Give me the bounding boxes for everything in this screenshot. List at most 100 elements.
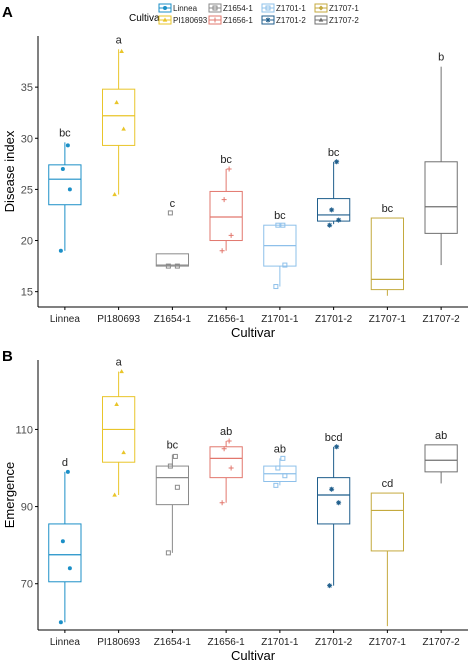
legend-key-pi180693 (158, 15, 172, 25)
data-point (67, 187, 72, 192)
data-point (112, 492, 117, 497)
legend-key-z1654-1 (208, 3, 222, 13)
box-z1707-1: bc (370, 203, 404, 296)
legend-key-marker (318, 5, 324, 11)
data-point (275, 465, 281, 471)
legend-key-linnea (158, 3, 172, 13)
box-body (48, 164, 82, 206)
panel-letter-a: A (2, 4, 13, 21)
data-point (273, 284, 279, 290)
box-body (102, 88, 136, 146)
significance-letter: ab (220, 426, 232, 438)
y-tick-label: 90 (21, 502, 33, 514)
data-point (282, 262, 288, 268)
data-point (119, 369, 124, 374)
box-z1654-1: bc (155, 440, 189, 556)
significance-letter: bcd (325, 432, 343, 444)
legend-key-marker (265, 17, 271, 23)
legend-key-marker (212, 17, 218, 23)
box-body (155, 465, 189, 506)
x-tick-label: Z1701-1 (261, 314, 299, 325)
data-point (121, 126, 126, 131)
legend-label-z1701-1: Z1701-1 (276, 4, 306, 13)
box-body (317, 477, 351, 525)
x-tick-label: Z1707-1 (369, 314, 407, 325)
data-point (165, 263, 171, 269)
x-tick-label: Z1654-1 (154, 637, 192, 648)
y-tick-label: 35 (21, 82, 33, 94)
y-tick-label: 20 (21, 236, 33, 248)
legend-label-linnea: Linnea (173, 4, 198, 13)
x-tick-label: Z1707-2 (423, 314, 461, 325)
box-pi180693: a (102, 357, 136, 497)
data-point (114, 99, 119, 105)
box-body (424, 444, 458, 473)
box-body (209, 446, 243, 479)
data-point (112, 192, 117, 197)
significance-letter: ab (274, 443, 286, 455)
data-point (67, 566, 72, 571)
box-body (209, 190, 243, 242)
legend-key-marker (318, 17, 324, 22)
box-z1656-1: bc (209, 154, 243, 254)
data-point (275, 222, 281, 228)
data-point (167, 210, 173, 216)
legend-key-z1701-2 (261, 15, 275, 25)
data-point (327, 222, 333, 228)
box-z1707-2: ab (424, 430, 458, 484)
significance-letter: a (116, 34, 123, 46)
data-point (329, 486, 335, 492)
data-point (228, 465, 234, 471)
box-z1654-1: c (155, 198, 189, 269)
legend-label-z1707-2: Z1707-2 (329, 16, 359, 25)
data-point (58, 620, 63, 625)
data-point (60, 539, 65, 544)
significance-letter: c (170, 198, 176, 210)
data-point (226, 166, 232, 172)
data-point (280, 222, 286, 228)
box-body (424, 161, 458, 234)
box-linnea: d (48, 457, 82, 625)
x-axis-title: Cultivar (231, 648, 276, 663)
data-point (121, 450, 126, 455)
significance-letter: a (116, 357, 123, 369)
y-axis-title: Emergence (2, 462, 17, 528)
legend-label-z1654-1: Z1654-1 (223, 4, 253, 13)
panel-letter-b: B (2, 348, 13, 365)
legend: Cultivar Linnea PI180693 Z1654-1 Z1656-1 Z17… (129, 3, 359, 25)
y-tick-label: 30 (21, 133, 33, 145)
box-pi180693: a (102, 34, 136, 197)
y-axis-title: Disease index (2, 130, 17, 212)
data-point (329, 207, 335, 213)
box-z1707-1: cd (370, 478, 404, 627)
x-tick-label: PI180693 (97, 314, 140, 325)
panel-b-plot: 70 90 110 d Linnea a PI180693 bc Z1654-1 ab Z1656-… (2, 357, 468, 663)
significance-letter: ab (435, 430, 447, 442)
data-point (114, 401, 119, 406)
panel-a-plot: 15 20 25 30 35 bc Linnea a PI180693 c Z1654-1 bc Z16… (2, 34, 468, 340)
box-z1656-1: ab (209, 426, 243, 506)
significance-letter: bc (328, 147, 340, 159)
significance-letter: bc (274, 210, 286, 222)
data-point (219, 500, 225, 506)
x-tick-label: PI180693 (97, 637, 140, 648)
data-point (334, 159, 340, 165)
legend-label-z1701-2: Z1701-2 (276, 16, 306, 25)
data-point (334, 444, 340, 450)
x-tick-label: Linnea (50, 314, 80, 325)
x-tick-label: Z1656-1 (208, 314, 246, 325)
legend-key-marker (163, 6, 167, 10)
box-z1701-1: bc (263, 210, 297, 290)
legend-key-z1707-2 (314, 15, 328, 25)
x-tick-label: Z1707-1 (369, 637, 407, 648)
legend-key-z1707-1 (314, 3, 328, 13)
x-tick-label: Z1701-2 (315, 314, 353, 325)
box-body (48, 523, 82, 583)
legend-key-marker (212, 5, 218, 11)
legend-key-z1701-1 (261, 3, 275, 13)
data-point (228, 232, 234, 238)
data-point (282, 473, 288, 479)
data-point (273, 482, 279, 488)
x-tick-label: Linnea (50, 637, 80, 648)
